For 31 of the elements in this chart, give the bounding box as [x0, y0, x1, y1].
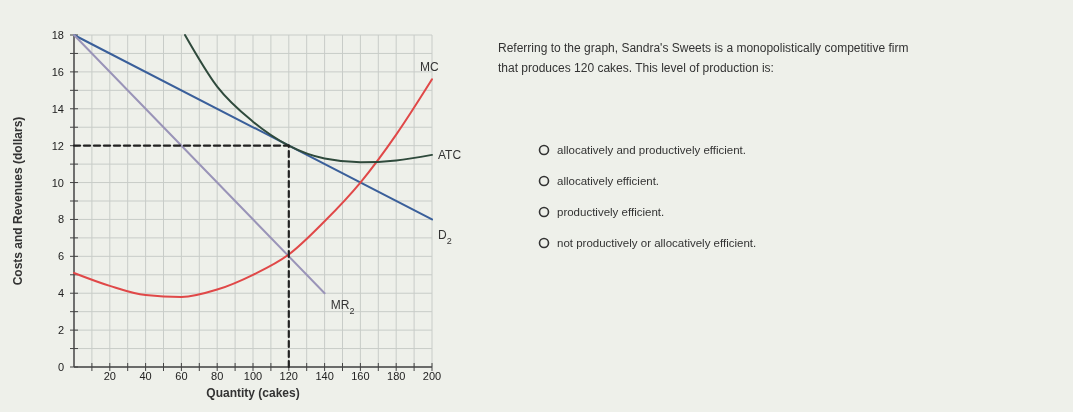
y-tick-label: 0: [57, 361, 64, 373]
y-tick-label: 4: [57, 287, 64, 300]
y-tick-label: 2: [57, 324, 64, 337]
x-tick-label: 60: [175, 370, 188, 382]
y-tick-label: 8: [57, 213, 64, 226]
x-tick-label: 200: [422, 370, 442, 382]
y-axis-title: Costs and Revenues (dollars): [11, 116, 25, 286]
text: productively efficient.: [557, 206, 665, 218]
text: allocatively efficient.: [557, 175, 660, 187]
x-tick-label: 180: [387, 370, 406, 382]
x-tick-label: 140: [315, 370, 334, 382]
series-label: MR$_{2}$: [330, 298, 355, 317]
x-tick-label: 40: [139, 370, 152, 382]
y-tick-label: 14: [51, 102, 64, 115]
x-axis-title: Quantity (cakes): [206, 386, 300, 400]
text: Referring to the graph, Sandra's Sweets is a monopolistically competitive firm that produces 120 cakes. This level of production is:: [498, 41, 909, 75]
x-tick-label: 20: [103, 370, 116, 382]
y-tick-label: 16: [51, 65, 64, 78]
series-label: ATC: [438, 147, 462, 162]
x-tick-label: 100: [243, 370, 263, 382]
y-tick-label: 6: [57, 250, 64, 263]
x-tick-label: 80: [211, 370, 224, 382]
text: allocatively and productively efficient.: [557, 144, 747, 156]
x-tick-label: 120: [279, 370, 298, 382]
y-tick-label: 12: [51, 139, 64, 152]
series-label: MC: [420, 60, 439, 75]
x-tick-label: 160: [351, 370, 370, 382]
y-tick-label: 18: [51, 29, 64, 41]
series-label: D$_{2}$: [438, 228, 452, 247]
y-tick-label: 10: [51, 176, 64, 189]
text: not productively or allocatively efficient.: [557, 237, 757, 249]
